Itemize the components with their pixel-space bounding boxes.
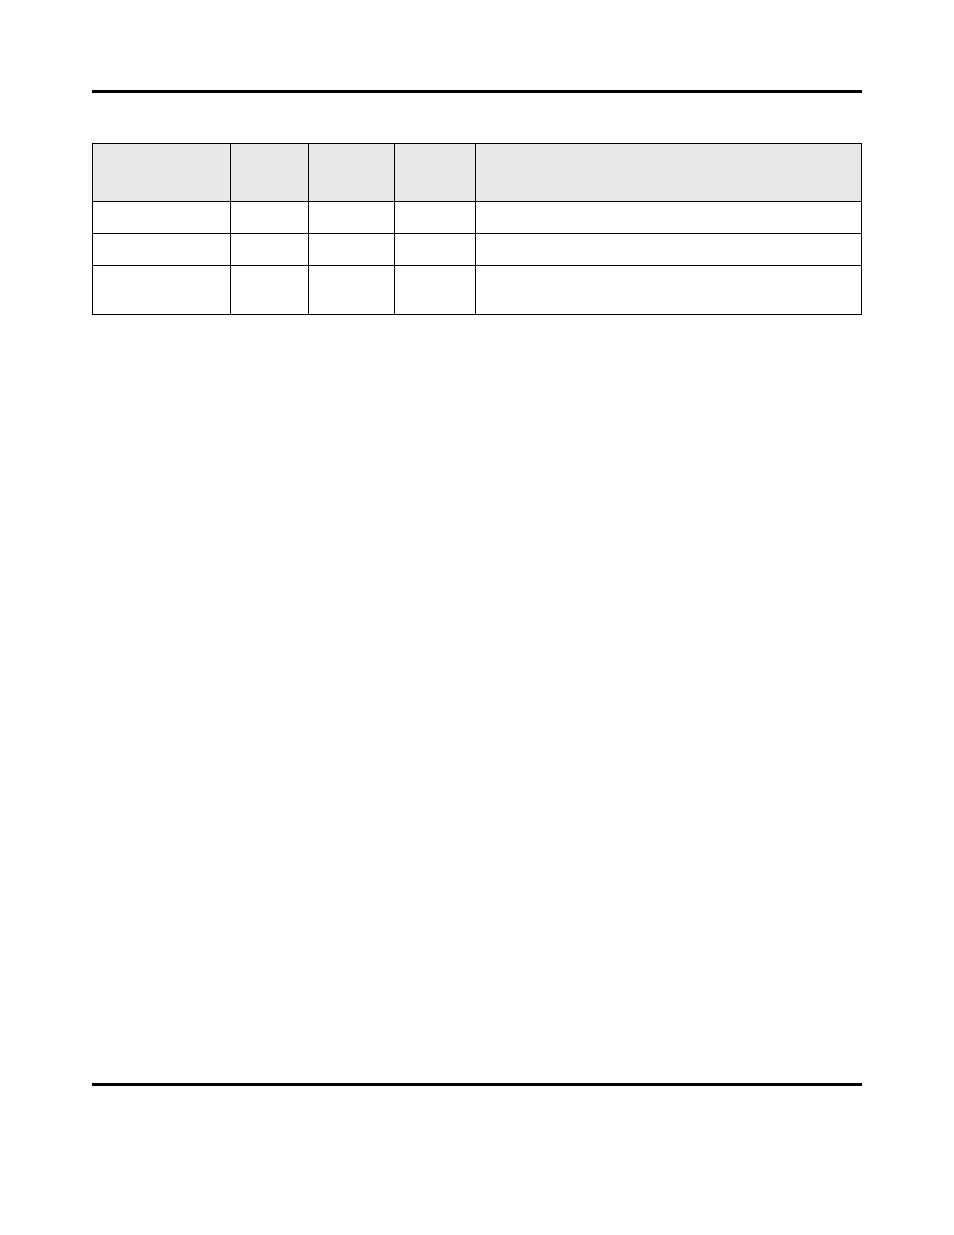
table-cell	[308, 266, 394, 315]
table-header-row	[93, 144, 862, 202]
table-cell	[394, 234, 476, 266]
table-cell	[308, 202, 394, 234]
table-header-cell	[308, 144, 394, 202]
table-cell	[230, 202, 308, 234]
table-cell	[93, 234, 231, 266]
table-row	[93, 234, 862, 266]
data-table	[92, 143, 862, 315]
table-cell	[93, 202, 231, 234]
table-cell	[230, 266, 308, 315]
top-horizontal-rule	[92, 90, 862, 93]
table-cell	[308, 234, 394, 266]
table-cell	[476, 202, 862, 234]
table-cell	[93, 266, 231, 315]
table-header-cell	[394, 144, 476, 202]
table-cell	[394, 202, 476, 234]
table-cell	[476, 266, 862, 315]
table-header-cell	[476, 144, 862, 202]
table-row	[93, 202, 862, 234]
table-header-cell	[93, 144, 231, 202]
table-row	[93, 266, 862, 315]
table-cell	[476, 234, 862, 266]
table-cell	[394, 266, 476, 315]
table-cell	[230, 234, 308, 266]
table-header-cell	[230, 144, 308, 202]
bottom-horizontal-rule	[92, 1083, 862, 1086]
